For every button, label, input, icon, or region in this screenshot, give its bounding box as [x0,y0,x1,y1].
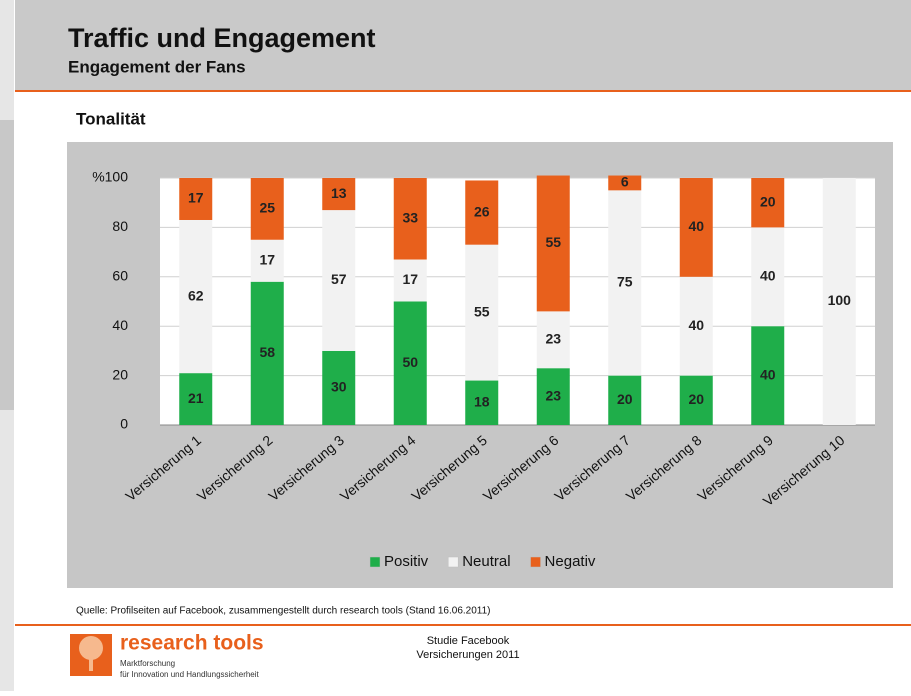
value-label: 50 [402,354,418,370]
brand: research tools [120,632,264,655]
value-label: 75 [617,274,633,290]
legend-swatch [530,556,541,568]
bar-segment [250,178,284,240]
value-label: 17 [188,190,204,206]
bar-segment [465,244,499,381]
y-tick-label: 20 [112,366,128,382]
bar-segment [322,350,356,425]
bar-segment [536,368,570,425]
y-tick-label: 80 [112,218,128,234]
value-label: 23 [545,387,561,403]
bar-segment [822,178,856,425]
value-label: 20 [688,391,704,407]
legend-label: Positiv [384,553,429,570]
value-label: 17 [259,251,275,267]
value-label: 13 [331,185,347,201]
tagline: für Innovation und Handlungssicherheit [120,670,260,679]
bar-segment [393,178,427,260]
bar-segment [322,210,356,351]
value-label: 26 [474,203,490,219]
value-label: 55 [545,234,561,250]
footer-rule [15,624,911,626]
study: Versicherungen 2011 [416,649,519,661]
bar-segment [679,178,713,277]
y-tick-label: 40 [112,317,128,333]
y-tick-label: %100 [92,169,128,185]
value-label: 25 [259,200,275,216]
left-clutter [0,120,14,410]
source: Quelle: Profilseiten auf Facebook, zusam… [76,606,491,617]
value-label: 57 [331,271,347,287]
bar-segment [465,180,499,245]
y-tick-label: 0 [120,416,128,432]
bar-segment [393,301,427,425]
bar-segment [393,259,427,302]
value-label: 6 [621,174,629,190]
header-rule [15,90,911,92]
value-label: 30 [331,379,347,395]
value-label: 58 [259,344,275,360]
bar-segment [250,239,284,282]
section-title: Tonalität [76,109,146,128]
bar-segment [536,175,570,312]
bar-segment [679,276,713,376]
value-label: 62 [188,287,204,303]
value-label: 18 [474,393,490,409]
value-label: 21 [188,390,204,406]
bar-segment [608,175,642,191]
bar-segment [179,219,213,374]
bar-segment [179,178,213,220]
bar-segment [751,227,785,327]
logo-tree [79,636,103,660]
value-label: 55 [474,303,490,319]
bar-segment [250,281,284,425]
value-label: 40 [688,317,704,333]
value-label: 17 [402,271,418,287]
value-label: 40 [760,366,776,382]
bar-segment [322,178,356,211]
value-label: 23 [545,330,561,346]
bar-segment [608,375,642,425]
tagline: Marktforschung [120,659,175,668]
legend-label: Negativ [545,553,596,570]
value-label: 100 [828,292,852,308]
value-label: 20 [760,193,776,209]
legend-label: Neutral [462,553,510,570]
value-label: 40 [688,218,704,234]
bar-segment [465,380,499,425]
bar-segment [608,190,642,376]
bar-segment [679,375,713,425]
bar-segment [179,373,213,425]
bar-segment [751,178,785,228]
subtitle: Engagement der Fans [68,57,246,76]
study: Studie Facebook [427,635,510,647]
value-label: 33 [402,209,418,225]
header-band [15,0,911,90]
logo-trunk [89,655,93,671]
value-label: 20 [617,391,633,407]
legend-swatch [447,556,459,568]
value-label: 40 [760,268,776,284]
bar-segment [536,311,570,369]
bar-segment [751,326,785,425]
legend-swatch [369,556,381,568]
y-tick-label: 60 [112,268,128,284]
title: Traffic und Engagement [68,23,376,53]
